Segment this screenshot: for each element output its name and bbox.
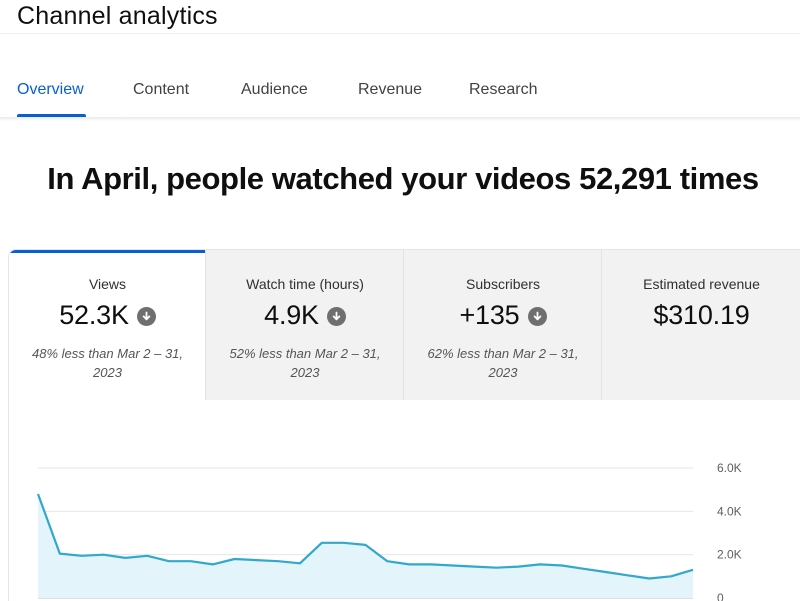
title-divider bbox=[0, 33, 800, 34]
tab-bar: Overview Content Audience Revenue Resear… bbox=[0, 62, 800, 118]
arrow-down-circle-icon bbox=[527, 306, 547, 326]
metric-value: 52.3K bbox=[59, 300, 129, 330]
tab-overview[interactable]: Overview bbox=[17, 81, 84, 98]
metric-watch-time[interactable]: Watch time (hours) 4.9K 52% less than Ma… bbox=[206, 250, 404, 400]
arrow-down-circle-icon bbox=[136, 306, 156, 326]
metric-views[interactable]: Views 52.3K 48% less than Mar 2 – 31, 20… bbox=[9, 250, 206, 400]
metric-label: Subscribers bbox=[466, 276, 540, 292]
metric-label: Estimated revenue bbox=[643, 276, 760, 292]
y-tick-label: 6.0K bbox=[717, 461, 742, 475]
metric-comparison: 62% less than Mar 2 – 31, 2023 bbox=[427, 346, 579, 380]
y-tick-label: 2.0K bbox=[717, 548, 742, 562]
tab-research[interactable]: Research bbox=[469, 81, 538, 98]
tabs-shadow bbox=[0, 117, 800, 121]
views-chart: 6.0K 4.0K 2.0K 0 bbox=[36, 461, 742, 601]
y-tick-label: 4.0K bbox=[717, 504, 742, 518]
tab-audience[interactable]: Audience bbox=[241, 81, 308, 98]
metric-subscribers[interactable]: Subscribers +135 62% less than Mar 2 – 3… bbox=[404, 250, 602, 400]
metric-label: Views bbox=[88, 276, 127, 292]
analytics-card: Views 52.3K 48% less than Mar 2 – 31, 20… bbox=[8, 249, 800, 601]
views-line bbox=[36, 493, 694, 580]
metric-label: Watch time (hours) bbox=[246, 276, 364, 292]
metric-comparison: 48% less than Mar 2 – 31, 2023 bbox=[31, 346, 184, 380]
metric-value: +135 bbox=[459, 300, 520, 330]
arrow-down-circle-icon bbox=[326, 306, 346, 326]
summary-headline: In April, people watched your videos 52,… bbox=[47, 161, 759, 196]
tab-revenue[interactable]: Revenue bbox=[358, 81, 423, 98]
page-title: Channel analytics bbox=[17, 2, 218, 30]
metric-estimated-revenue[interactable]: Estimated revenue $310.19 bbox=[602, 250, 800, 400]
active-tab-indicator bbox=[17, 114, 86, 117]
metric-value: 4.9K bbox=[264, 300, 319, 330]
y-tick-label: 0 bbox=[717, 591, 724, 601]
tab-content[interactable]: Content bbox=[133, 81, 190, 98]
active-metric-indicator bbox=[9, 250, 206, 253]
metric-comparison: 52% less than Mar 2 – 31, 2023 bbox=[229, 346, 381, 380]
metric-value: $310.19 bbox=[653, 300, 750, 330]
